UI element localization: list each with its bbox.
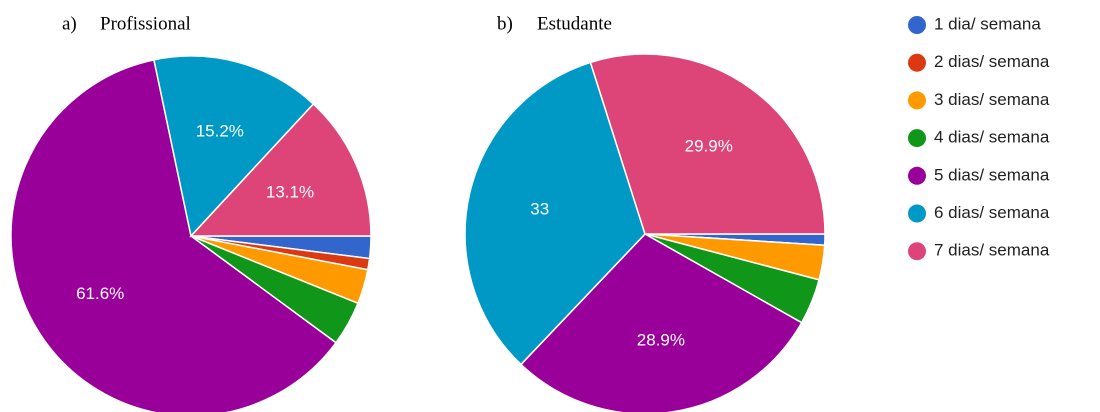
legend-label: 5 dias/ semana (934, 165, 1050, 184)
legend-swatch (908, 16, 926, 34)
data-label: 15.2% (196, 121, 244, 140)
legend-label: 3 dias/ semana (934, 90, 1050, 109)
pie-slice (189, 102, 372, 237)
pie-slice (589, 53, 826, 235)
legend-swatch (908, 166, 926, 185)
legend-swatch (908, 129, 926, 148)
legend-label: 7 dias/ semana (934, 241, 1050, 260)
chart-title: Estudante (537, 13, 612, 34)
chart-title: Profissional (100, 13, 191, 34)
pie-slice (153, 55, 315, 238)
data-label: 33 (530, 199, 549, 218)
chart-label: a) (62, 13, 77, 34)
data-label: 28.9% (637, 330, 685, 349)
legend-label: 2 dias/ semana (934, 52, 1050, 71)
legend-swatch (908, 204, 926, 223)
legend-swatch (908, 91, 926, 110)
legend-label: 6 dias/ semana (934, 203, 1050, 222)
chart-label: b) (497, 13, 513, 34)
data-label: 61.6% (76, 284, 124, 303)
legend-label: 4 dias/ semana (934, 128, 1050, 147)
legend-label: 1 dia/ semana (934, 14, 1041, 33)
pie-slice (10, 58, 338, 412)
legend-swatch (908, 53, 926, 72)
legend-swatch (908, 242, 926, 261)
pie-slice (519, 233, 803, 412)
pie-slice (464, 61, 646, 366)
data-label: 13.1% (266, 182, 314, 201)
data-label: 29.9% (685, 136, 733, 155)
